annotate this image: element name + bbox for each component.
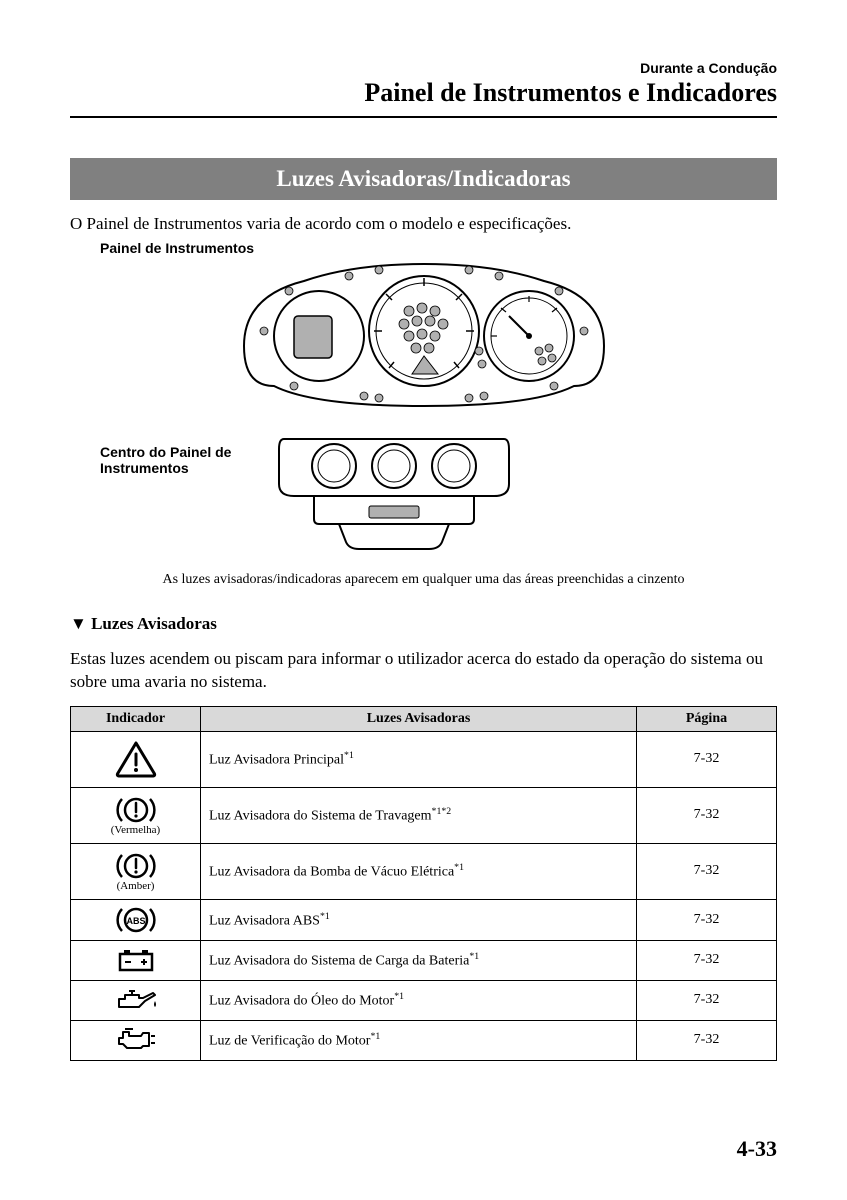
section-description: Estas luzes acendem ou piscam para infor… [70,648,777,694]
th-indicator: Indicador [71,706,201,731]
row-desc: Luz Avisadora da Bomba de Vácuo Elétrica [209,865,454,880]
icon-sublabel: (Amber) [79,880,192,892]
row-page: 7-32 [637,980,777,1020]
instrument-cluster-diagram [234,256,614,416]
row-sup: *1 [344,750,354,761]
row-desc: Luz Avisadora do Sistema de Travagem [209,809,432,824]
row-sup: *1 [320,911,330,922]
oil-can-icon [111,987,161,1013]
row-desc: Luz de Verificação do Motor [209,1034,370,1049]
brake-circle-icon [112,794,160,826]
table-row: ABS Luz Avisadora ABS*1 7-32 [71,899,777,940]
row-page: 7-32 [637,940,777,980]
engine-icon [113,1026,159,1054]
row-desc: Luz Avisadora do Óleo do Motor [209,994,394,1009]
row-desc: Luz Avisadora ABS [209,913,320,928]
section-banner: Luzes Avisadoras/Indicadoras [70,158,777,200]
row-page: 7-32 [637,787,777,843]
title-rule [70,116,777,118]
row-desc: Luz Avisadora do Sistema de Carga da Bat… [209,954,469,969]
brake-circle-icon [112,850,160,882]
row-desc: Luz Avisadora Principal [209,753,344,768]
abs-circle-icon: ABS [110,904,162,936]
section-label: Durante a Condução [70,60,777,76]
table-row: (Amber) Luz Avisadora da Bomba de Vácuo … [71,843,777,899]
row-page: 7-32 [637,731,777,787]
svg-text:ABS: ABS [126,916,145,926]
row-sup: *1 [454,862,464,873]
page-number: 4-33 [737,1136,777,1162]
th-warning: Luzes Avisadoras [201,706,637,731]
center-panel-label: Centro do Painel de Instrumentos [100,444,260,476]
warning-triangle-icon [114,740,158,778]
panel-label: Painel de Instrumentos [100,240,777,256]
subheading: Luzes Avisadoras [70,614,777,634]
th-page: Página [637,706,777,731]
row-sup: *1 [469,951,479,962]
table-row: Luz de Verificação do Motor*1 7-32 [71,1020,777,1060]
table-row: Luz Avisadora Principal*1 7-32 [71,731,777,787]
warning-lights-table: Indicador Luzes Avisadoras Página Luz Av… [70,706,777,1061]
row-sup: *1*2 [432,806,452,817]
row-sup: *1 [394,991,404,1002]
row-sup: *1 [370,1031,380,1042]
page-header: Durante a Condução Painel de Instrumento… [70,60,777,116]
diagram-caption: As luzes avisadoras/indicadoras aparecem… [70,572,777,588]
table-row: Luz Avisadora do Sistema de Carga da Bat… [71,940,777,980]
center-panel-diagram [264,424,524,554]
icon-sublabel: (Vermelha) [79,824,192,836]
table-row: Luz Avisadora do Óleo do Motor*1 7-32 [71,980,777,1020]
battery-icon [114,946,158,974]
intro-text: O Painel de Instrumentos varia de acordo… [70,214,777,234]
row-page: 7-32 [637,899,777,940]
page-title: Painel de Instrumentos e Indicadores [70,78,777,116]
row-page: 7-32 [637,1020,777,1060]
row-page: 7-32 [637,843,777,899]
table-row: (Vermelha) Luz Avisadora do Sistema de T… [71,787,777,843]
